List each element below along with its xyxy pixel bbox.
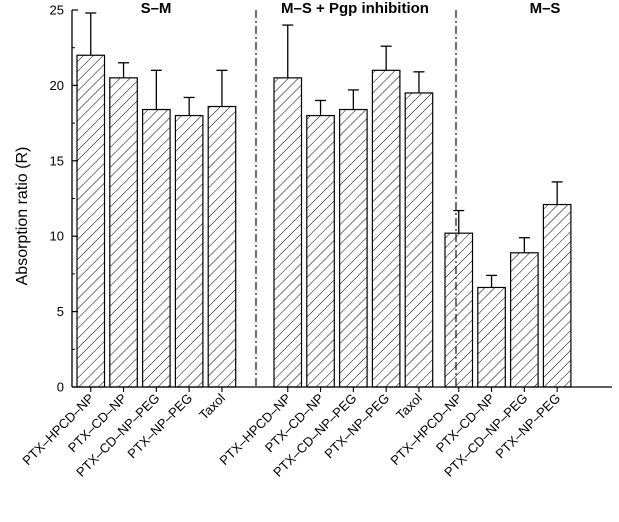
bar [511,253,538,387]
bar [77,55,105,387]
bar [143,110,171,387]
y-axis-label: Absorption ratio (R) [14,147,31,286]
bar [175,116,203,387]
bar [543,205,571,387]
y-tick-label: 5 [57,304,64,319]
bar [405,93,433,387]
bar [372,70,400,387]
group-title: M–S + Pgp inhibition [281,0,429,17]
bar [274,78,302,387]
x-tick-label: Taxol [196,390,228,422]
y-tick-label: 25 [50,3,64,18]
y-tick-label: 15 [50,153,64,168]
bar [478,287,506,387]
bar [445,233,473,387]
y-tick-label: 20 [50,78,64,93]
y-tick-label: 10 [50,229,64,244]
group-title: M–S [530,0,561,17]
group-title: S–M [141,0,172,17]
y-tick-label: 0 [57,380,64,395]
x-tick-label: Taxol [393,390,425,422]
bar [307,116,335,387]
bar-chart: 0510152025 S–MPTX–HPCD–NPPTX–CD–NPPTX–CD–… [0,0,619,522]
bar [208,107,236,387]
bar [110,78,138,387]
bar [340,110,368,387]
